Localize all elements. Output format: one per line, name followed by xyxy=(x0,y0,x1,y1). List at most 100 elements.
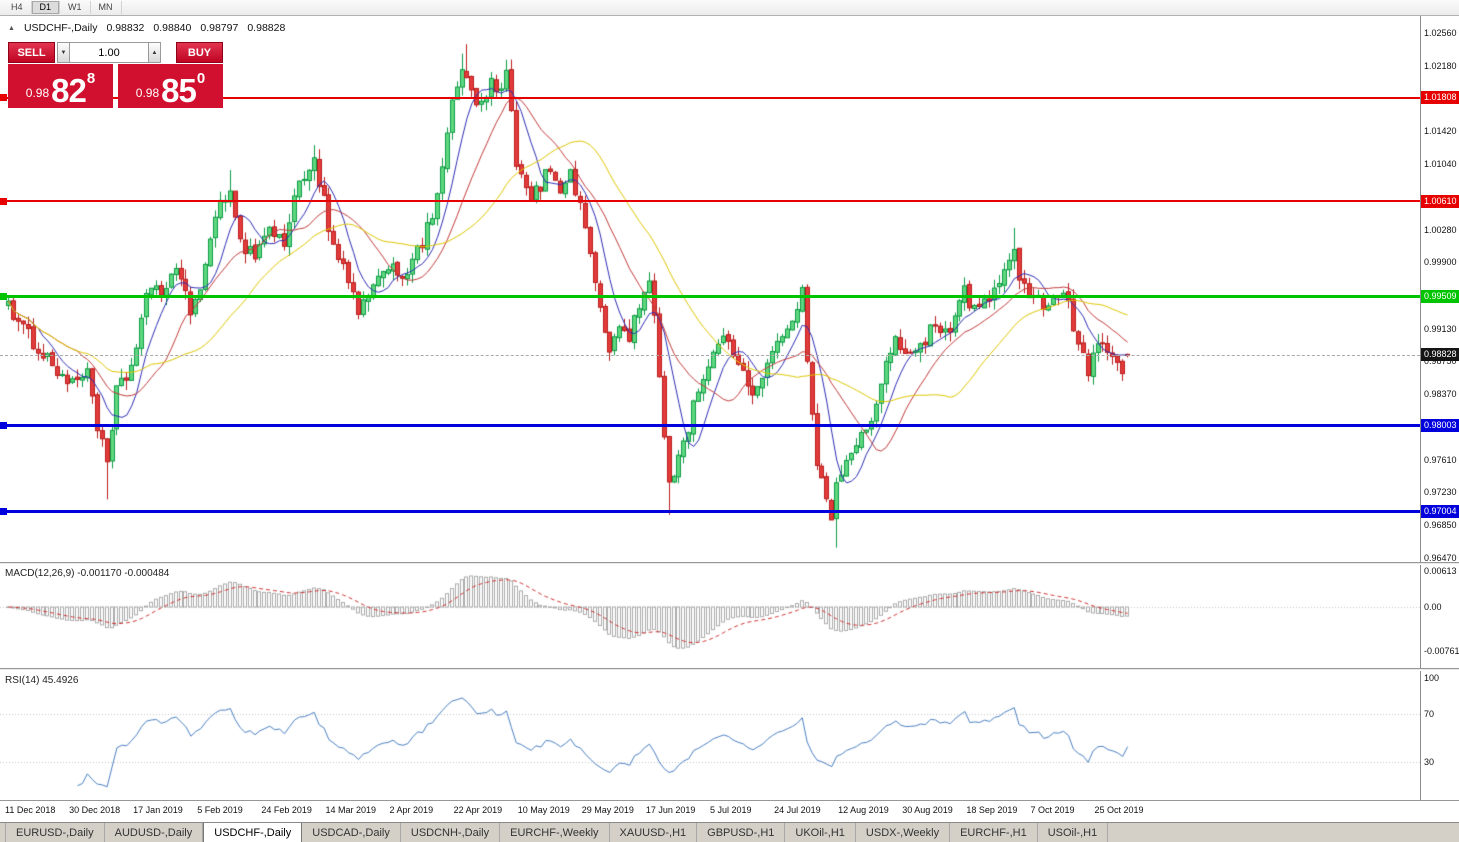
time-axis-line xyxy=(0,800,1459,801)
date-axis-label: 7 Oct 2019 xyxy=(1030,805,1075,815)
horizontal-level-line-1.00610[interactable] xyxy=(0,200,1420,203)
price-axis-label: 0.98370 xyxy=(1424,389,1457,400)
price-axis-label: 0.99130 xyxy=(1424,323,1457,334)
ohlc-low: 0.98797 xyxy=(200,22,239,34)
date-axis-label: 2 Apr 2019 xyxy=(389,805,434,815)
date-axis-label: 24 Jul 2019 xyxy=(774,805,821,815)
ohlc-close: 0.98828 xyxy=(247,22,286,34)
symbol-ohlc-header: ▲ USDCHF-,Daily 0.98832 0.98840 0.98797 … xyxy=(8,22,285,34)
timeframe-button-H4[interactable]: H4 xyxy=(3,1,32,14)
level-anchor-handle[interactable] xyxy=(0,508,7,516)
price-axis-label: 0.96470 xyxy=(1424,553,1457,563)
price-axis-label: 1.01040 xyxy=(1424,159,1457,170)
chart-tab-xauusd-h1[interactable]: XAUUSD-,H1 xyxy=(610,823,698,842)
price-axis-label: 1.02180 xyxy=(1424,60,1457,71)
timeframe-button-D1[interactable]: D1 xyxy=(31,1,61,14)
volume-decrease-button[interactable]: ▼ xyxy=(57,42,70,63)
sell-price-prefix: 0.98 xyxy=(25,86,50,100)
chart-tab-usdcad-daily[interactable]: USDCAD-,Daily xyxy=(302,823,401,842)
symbol-name: USDCHF-,Daily xyxy=(23,22,98,34)
volume-input[interactable] xyxy=(70,42,148,63)
buy-button[interactable]: BUY xyxy=(176,42,223,63)
macd-name: MACD(12,26,9) xyxy=(5,568,75,579)
sell-button[interactable]: SELL xyxy=(8,42,55,63)
rsi-indicator-canvas[interactable] xyxy=(0,671,1420,800)
timeframe-button-W1[interactable]: W1 xyxy=(60,1,91,14)
rsi-value: 45.4926 xyxy=(42,675,79,686)
volume-increase-button[interactable]: ▲ xyxy=(148,42,161,63)
timeframe-button-MN[interactable]: MN xyxy=(91,1,122,14)
date-axis-label: 5 Feb 2019 xyxy=(197,805,243,815)
chart-tab-audusd-daily[interactable]: AUDUSD-,Daily xyxy=(105,823,204,842)
chart-tab-usdx-weekly[interactable]: USDX-,Weekly xyxy=(856,823,951,842)
collapse-triangle-icon[interactable]: ▲ xyxy=(8,24,15,32)
chart-tab-gbpusd-h1[interactable]: GBPUSD-,H1 xyxy=(697,823,786,842)
level-anchor-handle[interactable] xyxy=(0,292,7,300)
rsi-axis-label: 70 xyxy=(1424,709,1435,719)
macd-axis-label: 0.00613 xyxy=(1424,566,1457,577)
level-price-tag: 0.99509 xyxy=(1421,289,1459,303)
horizontal-level-line-0.99509[interactable] xyxy=(0,294,1420,298)
current-price-line xyxy=(0,354,1420,356)
horizontal-level-line-1.01808[interactable] xyxy=(0,96,1420,99)
buy-price-big-digits: 85 xyxy=(161,72,197,109)
price-axis-label: 0.97610 xyxy=(1424,454,1457,465)
chart-tab-eurchf-h1[interactable]: EURCHF-,H1 xyxy=(950,823,1038,842)
buy-price-prefix: 0.98 xyxy=(135,86,160,100)
horizontal-level-line-0.98003[interactable] xyxy=(0,424,1420,428)
ohlc-high: 0.98840 xyxy=(153,22,192,34)
buy-price-display[interactable]: 0.98 85 0 xyxy=(118,64,223,108)
rsi-name: RSI(14) xyxy=(5,675,40,686)
date-axis-label: 14 Mar 2019 xyxy=(325,805,376,815)
current-price-tag: 0.98828 xyxy=(1421,348,1459,362)
date-axis-label: 29 May 2019 xyxy=(581,805,634,815)
chart-tabs-bar: EURUSD-,Daily AUDUSD-,Daily USDCHF-,Daily U… xyxy=(0,822,1459,842)
chart-tab-ukoil-h1[interactable]: UKOil-,H1 xyxy=(785,823,856,842)
date-axis-label: 18 Sep 2019 xyxy=(966,805,1018,815)
chart-tab-usdchf-daily[interactable]: USDCHF-,Daily xyxy=(203,823,303,842)
level-anchor-handle[interactable] xyxy=(0,422,7,430)
rsi-indicator-title: RSI(14) 45.4926 xyxy=(5,675,78,686)
level-price-tag: 0.97004 xyxy=(1421,505,1459,519)
date-axis-label: 17 Jan 2019 xyxy=(133,805,183,815)
price-axis-label: 1.01420 xyxy=(1424,126,1457,137)
level-price-tag: 1.01808 xyxy=(1421,91,1459,105)
chart-tab-eurchf-weekly[interactable]: EURCHF-,Weekly xyxy=(500,823,610,842)
date-axis-label: 22 Apr 2019 xyxy=(453,805,503,815)
date-axis-label: 12 Aug 2019 xyxy=(838,805,889,815)
sell-price-pip-digit: 8 xyxy=(86,70,96,87)
horizontal-level-line-0.97004[interactable] xyxy=(0,510,1420,514)
price-chart-canvas[interactable] xyxy=(0,16,1420,562)
price-axis-label: 0.98750 xyxy=(1424,356,1457,367)
date-axis: 11 Dec 2018 30 Dec 2018 17 Jan 2019 5 Feb 2… xyxy=(0,801,1459,822)
price-axis-label: 1.00280 xyxy=(1424,224,1457,235)
macd-indicator-title: MACD(12,26,9) -0.001170 -0.000484 xyxy=(5,568,169,579)
panel-separator[interactable] xyxy=(0,562,1459,565)
buy-price-pip-digit: 0 xyxy=(196,70,206,87)
level-price-tag: 1.00610 xyxy=(1421,194,1459,208)
date-axis-label: 10 May 2019 xyxy=(517,805,570,815)
date-axis-label: 30 Aug 2019 xyxy=(902,805,953,815)
macd-values: -0.001170 -0.000484 xyxy=(77,568,170,579)
sell-price-display[interactable]: 0.98 82 8 xyxy=(8,64,113,108)
chart-tab-usoil-h1[interactable]: USOil-,H1 xyxy=(1038,823,1109,842)
date-axis-label: 25 Oct 2019 xyxy=(1094,805,1144,815)
date-axis-label: 11 Dec 2018 xyxy=(5,805,56,815)
macd-axis-label: -0.00761 xyxy=(1424,646,1459,657)
macd-indicator-canvas[interactable] xyxy=(0,565,1420,668)
price-axis[interactable]: 1.02560 1.02180 1.01420 1.01040 1.00280 0.999… xyxy=(1420,16,1459,800)
level-anchor-handle[interactable] xyxy=(0,197,7,205)
price-axis-label: 0.96850 xyxy=(1424,520,1457,531)
rsi-axis-label: 100 xyxy=(1424,673,1440,683)
rsi-axis-label: 30 xyxy=(1424,757,1435,767)
macd-axis-label: 0.00 xyxy=(1424,602,1442,612)
one-click-trading-widget: SELL ▼ ▲ BUY 0.98 82 8 0.98 85 0 xyxy=(8,42,223,108)
level-anchor-handle[interactable] xyxy=(0,94,7,102)
chart-tab-eurusd-daily[interactable]: EURUSD-,Daily xyxy=(5,823,105,842)
date-axis-label: 24 Feb 2019 xyxy=(261,805,312,815)
panel-separator[interactable] xyxy=(0,668,1459,671)
up-arrow-icon: ▲ xyxy=(151,49,158,56)
down-arrow-icon: ▼ xyxy=(60,49,67,56)
chart-tab-usdcnh-daily[interactable]: USDCNH-,Daily xyxy=(401,823,501,842)
